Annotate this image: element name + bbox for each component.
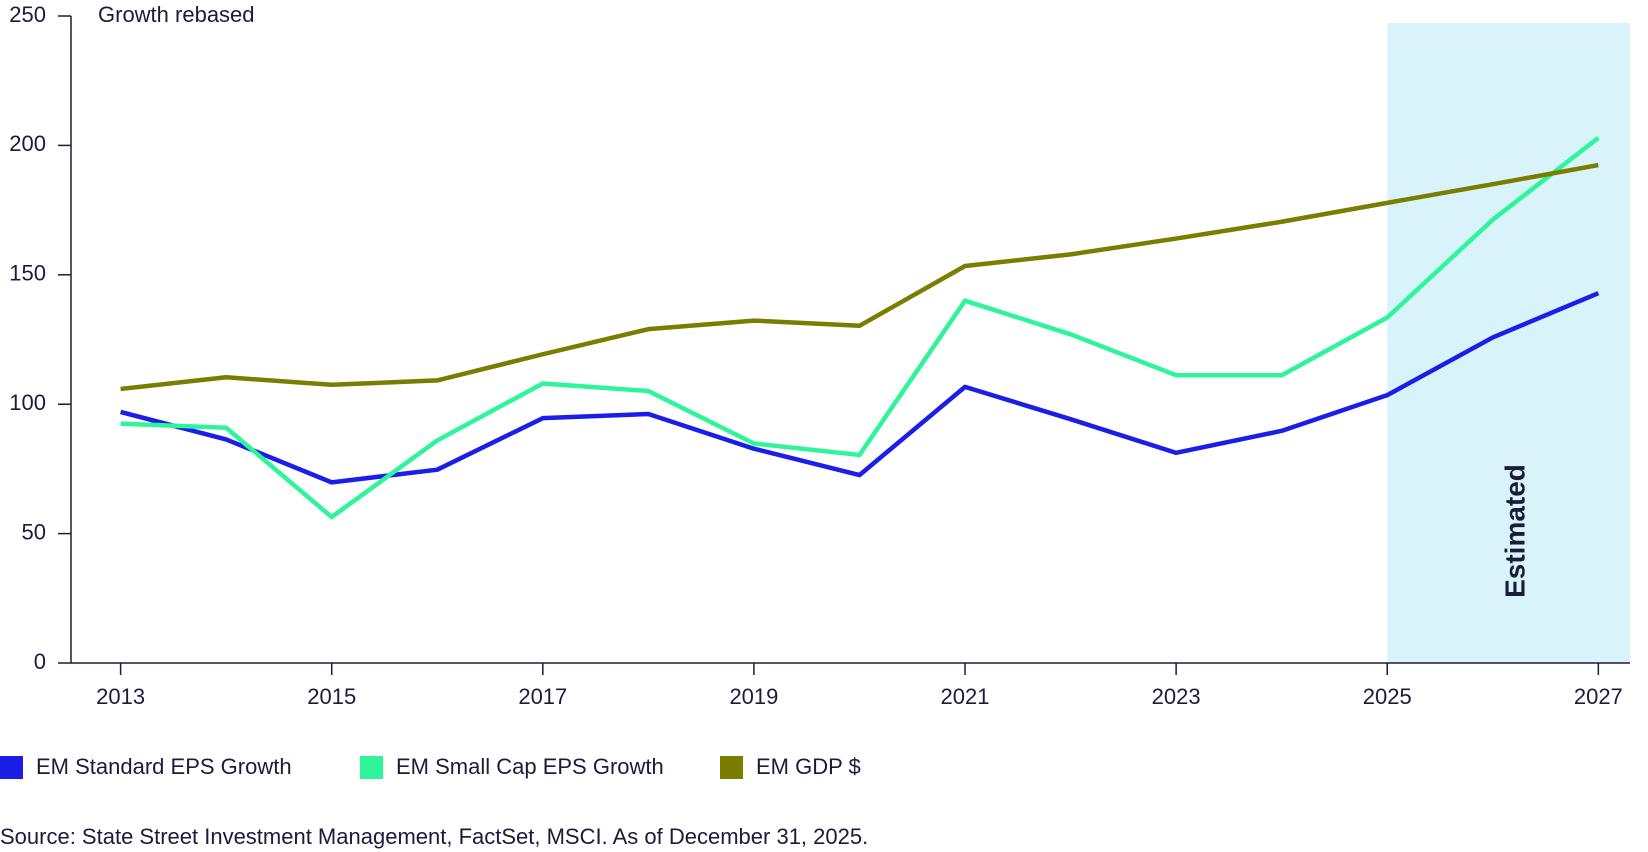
x-tick-label: 2021 <box>941 684 990 709</box>
x-tick-label: 2019 <box>729 684 778 709</box>
x-tick-label: 2013 <box>96 684 145 709</box>
legend-swatch <box>360 756 383 779</box>
y-axis-label: Growth rebased <box>98 2 255 27</box>
x-tick-label: 2015 <box>307 684 356 709</box>
x-tick-label: 2025 <box>1363 684 1412 709</box>
y-tick-label: 100 <box>9 390 46 415</box>
legend-label: EM Standard EPS Growth <box>36 754 292 779</box>
estimate-region <box>1387 23 1630 663</box>
source-note: Source: State Street Investment Manageme… <box>0 824 868 849</box>
estimate-label: Estimated <box>1499 464 1530 598</box>
x-tick-label: 2017 <box>518 684 567 709</box>
x-tick-label: 2027 <box>1574 684 1623 709</box>
x-tick-label: 2023 <box>1152 684 1201 709</box>
y-tick-label: 200 <box>9 131 46 156</box>
legend-label: EM Small Cap EPS Growth <box>396 754 664 779</box>
series-line <box>120 291 1600 485</box>
series-line <box>120 136 1600 520</box>
legend-swatch <box>720 756 743 779</box>
y-tick-label: 50 <box>22 519 46 544</box>
y-tick-label: 0 <box>34 649 46 674</box>
series-line <box>120 162 1599 392</box>
y-tick-label: 250 <box>9 2 46 27</box>
y-tick-label: 150 <box>9 261 46 286</box>
legend-label: EM GDP $ <box>756 754 861 779</box>
legend-swatch <box>0 756 23 779</box>
